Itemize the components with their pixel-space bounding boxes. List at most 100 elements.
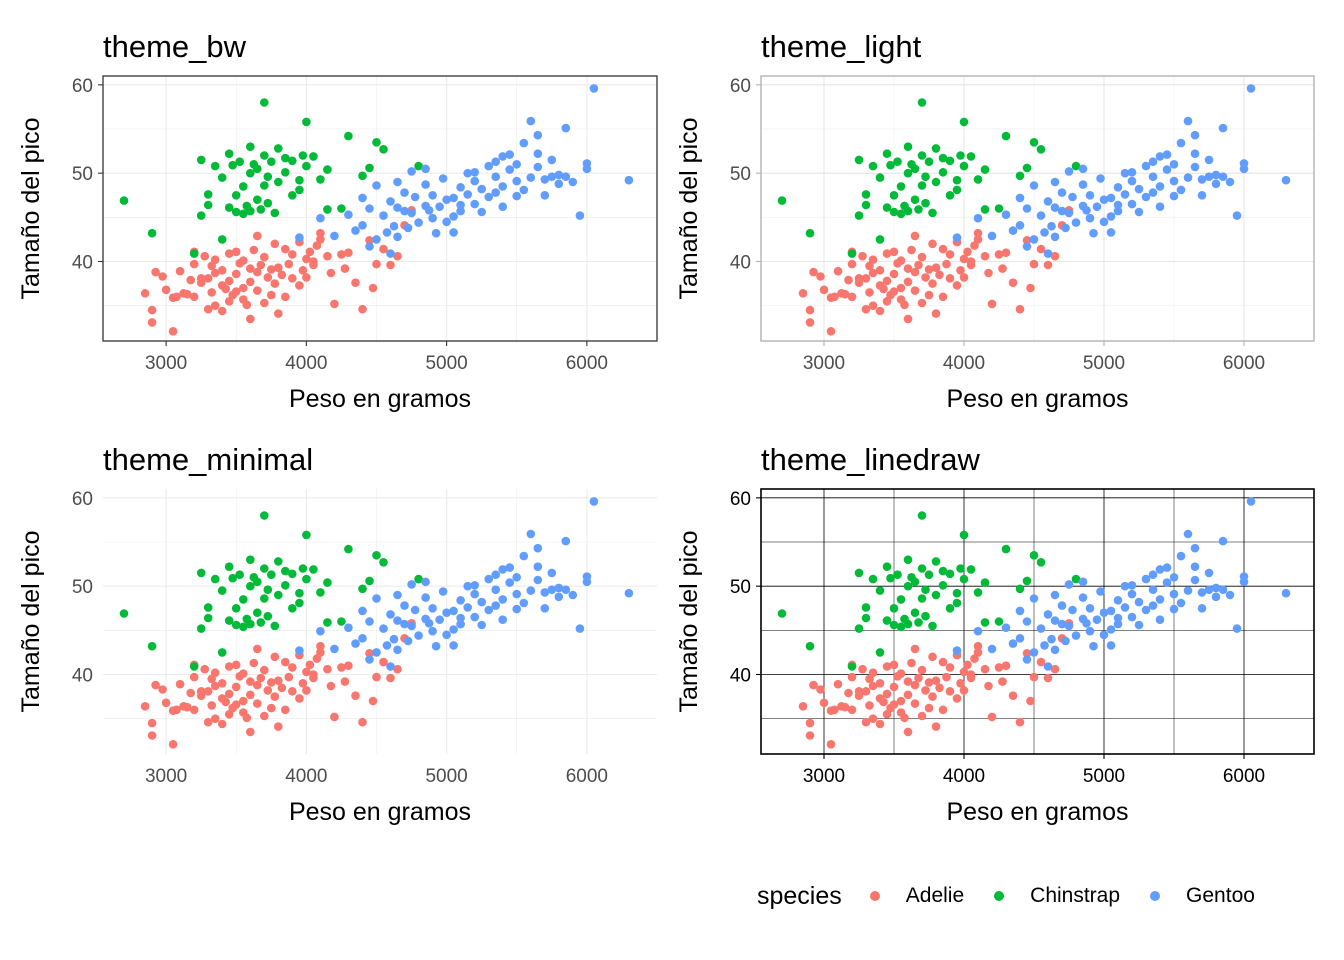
data-point-adelie [830, 292, 839, 302]
data-point-adelie [358, 717, 367, 727]
data-point-chinstrap [231, 620, 241, 630]
data-point-adelie [980, 251, 990, 261]
data-point-chinstrap [210, 574, 220, 584]
data-point-gentoo [1092, 615, 1102, 624]
data-point-gentoo [1148, 585, 1158, 594]
data-point-chinstrap [256, 618, 266, 627]
data-point-gentoo [554, 179, 564, 189]
data-point-gentoo [365, 617, 374, 626]
data-point-gentoo [431, 228, 441, 238]
data-point-gentoo [484, 161, 494, 171]
series-chinstrap [119, 98, 423, 258]
data-point-adelie [252, 286, 262, 295]
data-point-adelie [267, 678, 276, 687]
data-point-adelie [998, 264, 1007, 273]
data-point-gentoo [1050, 203, 1060, 212]
data-point-gentoo [575, 624, 585, 633]
data-point-adelie [147, 318, 157, 327]
data-point-adelie [231, 247, 241, 257]
data-point-gentoo [428, 213, 437, 223]
data-point-chinstrap [931, 557, 941, 566]
data-point-adelie [210, 681, 220, 691]
data-point-adelie [931, 676, 941, 685]
data-point-adelie [942, 259, 951, 269]
data-point-adelie [973, 648, 983, 657]
data-point-chinstrap [210, 161, 220, 171]
data-point-chinstrap [252, 164, 262, 174]
data-point-gentoo [1082, 206, 1091, 215]
data-point-adelie [305, 660, 315, 670]
data-point-gentoo [407, 208, 416, 218]
data-point-adelie [910, 699, 920, 708]
data-point-gentoo [424, 619, 434, 628]
data-point-gentoo [1211, 179, 1221, 189]
y-axis: 40 50 60 [730, 76, 761, 274]
data-point-chinstrap [875, 235, 885, 244]
data-point-adelie [207, 288, 216, 297]
data-point-adelie [246, 264, 255, 273]
data-point-gentoo [386, 249, 395, 258]
data-point-adelie [207, 701, 216, 710]
data-point-chinstrap [323, 578, 332, 587]
data-point-gentoo [438, 174, 448, 183]
data-point-adelie [935, 683, 944, 693]
data-point-adelie [298, 266, 308, 275]
data-point-adelie [316, 641, 325, 651]
data-point-gentoo [410, 192, 420, 202]
data-point-chinstrap [875, 173, 885, 182]
data-point-chinstrap [1022, 163, 1032, 173]
data-point-adelie [252, 644, 262, 654]
x-tick-label: 5000 [425, 353, 467, 374]
panel-border [760, 75, 1315, 342]
data-point-gentoo [463, 190, 473, 199]
data-point-chinstrap [298, 151, 308, 160]
data-point-chinstrap [896, 622, 906, 632]
data-point-gentoo [470, 581, 480, 590]
data-point-gentoo [561, 585, 571, 594]
data-point-gentoo [421, 164, 430, 174]
data-point-adelie [994, 250, 1004, 259]
data-point-adelie [337, 250, 346, 259]
y-tick-label: 50 [730, 577, 751, 598]
data-point-gentoo [1040, 228, 1049, 237]
data-point-chinstrap [917, 151, 927, 160]
data-point-adelie [224, 276, 234, 286]
data-point-gentoo [568, 590, 578, 600]
data-point-chinstrap [861, 200, 871, 210]
data-point-adelie [833, 266, 843, 276]
data-point-adelie [889, 269, 899, 279]
x-tick-label: 3000 [145, 353, 187, 374]
data-point-adelie [959, 254, 969, 264]
data-point-gentoo [1134, 184, 1144, 194]
data-point-adelie [868, 681, 878, 691]
data-point-chinstrap [959, 574, 969, 584]
data-point-gentoo [505, 578, 514, 587]
data-point-adelie [889, 660, 899, 670]
data-point-adelie [260, 298, 269, 308]
data-point-gentoo [1155, 202, 1165, 211]
data-point-adelie [189, 672, 199, 682]
data-point-adelie [344, 661, 353, 670]
data-point-gentoo [1047, 221, 1056, 231]
data-point-gentoo [505, 165, 514, 174]
data-point-adelie [270, 279, 280, 288]
data-point-gentoo [438, 587, 448, 596]
data-point-adelie [805, 731, 815, 740]
data-point-gentoo [1148, 570, 1158, 579]
legend-key-chinstrap [994, 891, 1005, 901]
data-point-adelie [847, 292, 857, 302]
data-point-adelie [196, 687, 206, 696]
data-point-chinstrap [235, 570, 244, 579]
data-point-gentoo [1232, 211, 1242, 220]
data-point-gentoo [1197, 191, 1207, 200]
data-point-gentoo [1120, 168, 1130, 178]
y-tick-label: 40 [72, 666, 93, 687]
y-tick-label: 60 [730, 76, 751, 97]
data-point-chinstrap [372, 551, 381, 560]
data-point-adelie [147, 718, 157, 728]
data-point-adelie [186, 275, 195, 285]
data-point-gentoo [554, 583, 564, 593]
data-point-chinstrap [203, 603, 213, 612]
data-point-adelie [903, 277, 913, 287]
y-tick-label: 40 [72, 253, 93, 274]
